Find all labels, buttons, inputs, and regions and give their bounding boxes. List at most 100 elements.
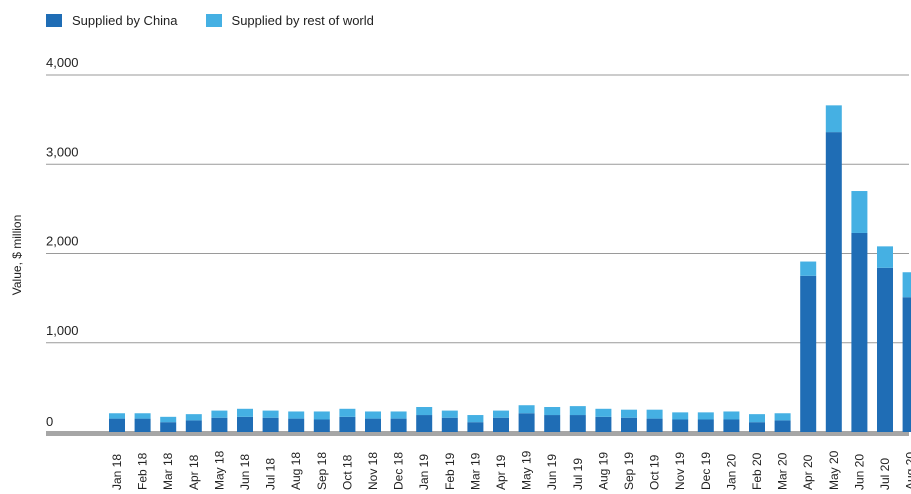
bar-segment-rest-of-world — [211, 410, 228, 418]
x-tick-label: Jul 18 — [264, 458, 278, 490]
bar-segment-rest-of-world — [825, 105, 842, 133]
bar-segment-rest-of-world — [109, 413, 125, 419]
bar-segment-rest-of-world — [877, 246, 893, 268]
bar-segment-rest-of-world — [672, 412, 689, 420]
y-tick-label: 1,000 — [46, 323, 79, 338]
legend-label-china: Supplied by China — [72, 13, 178, 28]
bar-segment-rest-of-world — [288, 411, 305, 419]
y-tick-label: 4,000 — [46, 55, 79, 70]
bar-segment-china — [825, 132, 842, 432]
bar-segment-rest-of-world — [697, 412, 714, 420]
bar-segment-china — [339, 416, 356, 432]
x-tick-label: May 20 — [827, 450, 841, 490]
bar-segment-china — [134, 418, 151, 432]
x-tick-label: Apr 19 — [494, 454, 508, 490]
bar-segment-china — [851, 232, 868, 432]
x-axis-ticks: Jan 18 Feb 18 Mar 18 Apr 18 May 18 Jun 18 Jul … — [110, 450, 911, 490]
bar-segment-china — [621, 417, 637, 432]
legend-swatch-rest-of-world — [205, 14, 222, 27]
bar-segment-china — [646, 418, 663, 432]
x-tick-label: Jan 19 — [417, 454, 431, 490]
bar-segment-rest-of-world — [774, 413, 791, 421]
bar-segment-china — [902, 297, 911, 432]
bar-segment-china — [365, 418, 381, 432]
x-tick-label: Nov 18 — [366, 452, 380, 490]
x-tick-label: May 19 — [520, 450, 534, 490]
bar-segment-china — [109, 418, 125, 432]
y-tick-label: 2,000 — [46, 234, 79, 249]
bar-segment-china — [313, 419, 330, 432]
bar-segment-rest-of-world — [544, 407, 561, 416]
bar-segment-rest-of-world — [851, 191, 868, 233]
bar-segment-rest-of-world — [569, 406, 586, 416]
bar-segment-china — [672, 419, 689, 432]
y-axis-ticks: 0 1,000 2,000 3,000 4,000 — [46, 55, 79, 429]
bar-segment-china — [288, 418, 305, 432]
y-tick-label: 0 — [46, 414, 53, 429]
bar-segment-rest-of-world — [646, 409, 663, 419]
x-tick-label: Apr 18 — [187, 454, 201, 490]
bar-segment-rest-of-world — [185, 414, 202, 421]
x-tick-label: Oct 18 — [340, 454, 354, 490]
bar-segment-china — [800, 275, 817, 432]
x-tick-label: Jul 19 — [571, 458, 585, 490]
bar-segment-rest-of-world — [160, 416, 177, 423]
bar-segment-china — [697, 419, 714, 432]
bar-segment-china — [416, 415, 433, 432]
bar-segment-rest-of-world — [723, 411, 740, 420]
x-tick-label: Feb 20 — [750, 452, 764, 490]
x-tick-label: Aug 18 — [289, 452, 303, 490]
x-tick-label: Aug 19 — [596, 452, 610, 490]
bar-segment-rest-of-world — [595, 408, 612, 417]
bar-segment-rest-of-world — [441, 410, 458, 418]
x-tick-label: Dec 19 — [699, 452, 713, 490]
bar-segment-rest-of-world — [493, 410, 509, 418]
bar-segment-rest-of-world — [390, 411, 407, 419]
x-tick-label: Jun 18 — [238, 454, 252, 490]
x-tick-label: Nov 19 — [673, 452, 687, 490]
x-tick-label: May 18 — [212, 450, 226, 490]
bar-segment-rest-of-world — [262, 410, 279, 418]
x-tick-label: Aug 20 — [904, 452, 911, 490]
legend-item-china: Supplied by China — [46, 13, 178, 28]
bar-segment-china — [749, 422, 765, 432]
bar-segment-china — [544, 415, 561, 432]
x-tick-label: Apr 20 — [801, 454, 815, 490]
y-tick-label: 3,000 — [46, 144, 79, 159]
bar-segment-china — [493, 417, 509, 432]
bar-segment-china — [774, 420, 791, 432]
bar-segment-rest-of-world — [134, 413, 151, 419]
x-tick-label: Mar 18 — [161, 452, 175, 490]
x-tick-label: Mar 19 — [468, 452, 482, 490]
x-tick-label: Sep 18 — [315, 452, 329, 490]
x-tick-label: Sep 19 — [622, 452, 636, 490]
bar-segment-rest-of-world — [237, 408, 253, 417]
x-tick-label: Jan 18 — [110, 454, 124, 490]
bar-segment-china — [595, 416, 612, 432]
x-tick-label: Dec 18 — [392, 452, 406, 490]
bar-segment-china — [569, 415, 586, 432]
bar-segment-rest-of-world — [621, 409, 637, 418]
bar-segment-rest-of-world — [800, 261, 817, 276]
bar-segment-china — [877, 267, 893, 432]
bar-segment-rest-of-world — [339, 408, 356, 417]
x-tick-label: Oct 19 — [648, 454, 662, 490]
bar-segment-rest-of-world — [749, 414, 765, 423]
bar-segment-china — [390, 418, 407, 432]
bar-segment-rest-of-world — [416, 407, 433, 416]
y-axis-label: Value, $ million — [10, 215, 24, 295]
legend-item-rest-of-world: Supplied by rest of world — [205, 13, 374, 28]
bar-segment-china — [441, 417, 458, 432]
bar-segment-china — [467, 422, 484, 432]
bar-segment-china — [518, 413, 535, 432]
legend: Supplied by China Supplied by rest of wo… — [46, 13, 374, 28]
bar-segment-china — [211, 417, 228, 432]
legend-label-rest-of-world: Supplied by rest of world — [231, 13, 374, 28]
bar-segment-rest-of-world — [902, 272, 911, 298]
bar-segment-china — [237, 416, 253, 432]
x-tick-label: Feb 19 — [443, 452, 457, 490]
x-tick-label: Mar 20 — [776, 452, 790, 490]
legend-swatch-china — [46, 14, 62, 27]
x-tick-label: Jan 20 — [724, 454, 738, 490]
